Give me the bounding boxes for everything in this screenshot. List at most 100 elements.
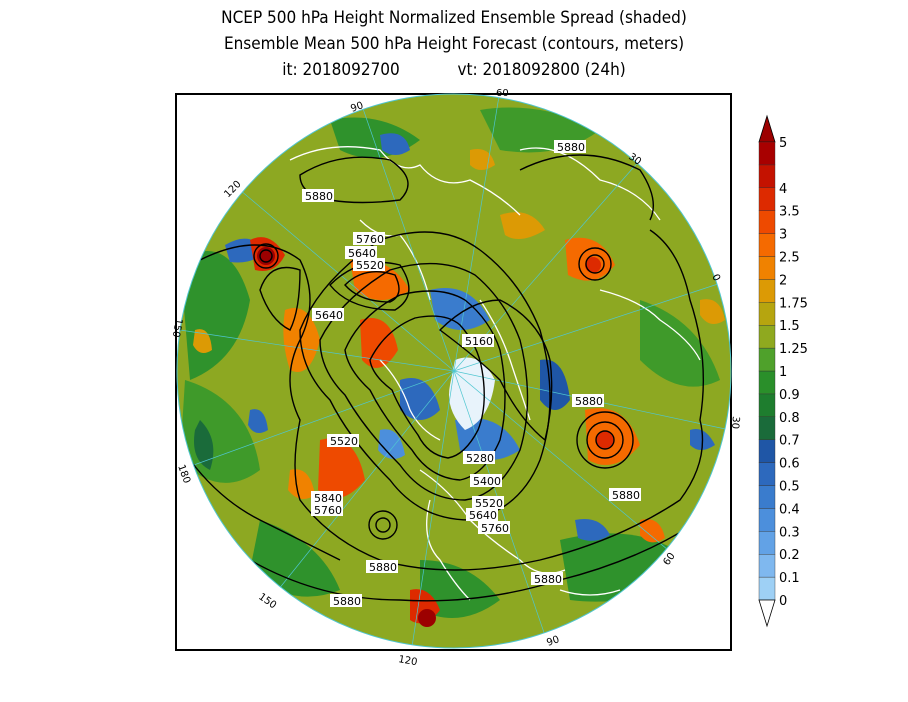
svg-text:5640: 5640 — [469, 509, 497, 522]
colorbar-under-arrow — [758, 599, 776, 628]
colorbar-swatch — [758, 485, 776, 509]
svg-text:5760: 5760 — [481, 522, 509, 535]
contour-label: 5280 — [463, 451, 495, 465]
colorbar-over-arrow — [758, 114, 776, 143]
colorbar-label: 0.6 — [779, 457, 800, 472]
colorbar-swatch — [758, 370, 776, 395]
colorbar-swatch — [758, 439, 776, 463]
lon-label: 30 — [729, 416, 741, 430]
colorbar-swatch — [758, 576, 776, 601]
contour-label: 5760 — [311, 503, 343, 517]
colorbar-swatch — [758, 531, 776, 555]
svg-text:5880: 5880 — [369, 561, 397, 574]
svg-text:5520: 5520 — [356, 259, 384, 272]
contour-label: 5640 — [345, 246, 377, 260]
colorbar-swatch — [758, 416, 776, 440]
colorbar-swatch — [758, 210, 776, 234]
colorbar-label: 1.75 — [779, 296, 808, 311]
colorbar-swatch — [758, 393, 776, 417]
colorbar: 0 0.1 0.2 0.3 0.4 0.5 0.6 0.7 0.8 0.9 1 1.25 1.5 1.75… — [758, 114, 808, 628]
contour-label: 5400 — [470, 474, 502, 488]
colorbar-swatch — [758, 256, 776, 280]
title-line-3: it: 2018092700 vt: 2018092800 (24h) — [0, 60, 908, 80]
svg-text:5880: 5880 — [534, 573, 562, 586]
colorbar-label: 3 — [779, 228, 787, 243]
colorbar-swatch — [758, 554, 776, 578]
colorbar-label: 0.4 — [779, 502, 800, 517]
lon-label: 150 — [256, 591, 278, 611]
colorbar-label: 4 — [779, 182, 787, 197]
contour-label: 5880 — [531, 572, 563, 586]
colorbar-label: 3.5 — [779, 205, 800, 220]
colorbar-swatch — [758, 233, 776, 257]
colorbar-swatch — [758, 325, 776, 349]
lon-label: 60 — [661, 551, 677, 568]
contour-label: 5880 — [330, 594, 362, 608]
contour-label: 5880 — [609, 488, 641, 502]
lon-label: 120 — [397, 654, 418, 668]
lon-label: 90 — [349, 100, 365, 115]
svg-text:5840: 5840 — [314, 492, 342, 505]
contour-label: 5880 — [554, 140, 586, 154]
svg-text:5520: 5520 — [330, 435, 358, 448]
colorbar-label: 2 — [779, 273, 787, 288]
contour-label: 5640 — [312, 308, 344, 322]
contour-label: 5160 — [462, 334, 494, 348]
valid-time: vt: 2018092800 (24h) — [457, 60, 626, 80]
colorbar-label: 0 — [779, 594, 787, 609]
contour-label: 5880 — [366, 560, 398, 574]
contour-label: 5520 — [327, 434, 359, 448]
svg-text:5880: 5880 — [612, 489, 640, 502]
contour-label: 5520 — [472, 496, 504, 510]
coastlines — [289, 146, 701, 601]
svg-text:5280: 5280 — [466, 452, 494, 465]
svg-text:5760: 5760 — [314, 504, 342, 517]
title-line-2: Ensemble Mean 500 hPa Height Forecast (c… — [223, 34, 685, 54]
contour-label: 5640 — [466, 508, 498, 522]
lon-label: 60 — [496, 88, 509, 99]
init-time: it: 2018092700 — [282, 60, 400, 80]
svg-text:5640: 5640 — [348, 247, 376, 260]
colorbar-swatch — [758, 164, 776, 188]
colorbar-swatch — [758, 347, 776, 372]
svg-text:5880: 5880 — [575, 395, 603, 408]
contour-label: 5880 — [572, 394, 604, 408]
colorbar-label: 0.1 — [779, 571, 800, 586]
colorbar-swatch — [758, 302, 776, 326]
colorbar-label: 2.5 — [779, 251, 800, 266]
colorbar-label: 1.25 — [779, 342, 808, 357]
colorbar-label: 0.8 — [779, 411, 800, 426]
svg-text:5880: 5880 — [557, 141, 585, 154]
lon-label: 180 — [175, 463, 192, 485]
colorbar-label: 0.3 — [779, 525, 800, 540]
contour-label: 5760 — [478, 521, 510, 535]
colorbar-label: 0.2 — [779, 548, 800, 563]
colorbar-swatch — [758, 141, 776, 166]
lon-label: 150 — [170, 317, 184, 338]
title-line-1: NCEP 500 hPa Height Normalized Ensemble … — [221, 8, 687, 28]
colorbar-label: 0.7 — [779, 434, 800, 449]
svg-text:5520: 5520 — [475, 497, 503, 510]
contour-label: 5520 — [353, 258, 385, 272]
colorbar-swatch — [758, 279, 776, 303]
svg-text:5640: 5640 — [315, 309, 343, 322]
svg-text:5880: 5880 — [305, 190, 333, 203]
contour-label: 5880 — [302, 189, 334, 203]
contour-label: 5840 — [311, 491, 343, 505]
globe-outline — [176, 93, 732, 649]
svg-text:5400: 5400 — [473, 475, 501, 488]
colorbar-swatch — [758, 187, 776, 211]
svg-text:5160: 5160 — [465, 335, 493, 348]
lon-label: 0 — [709, 273, 722, 283]
colorbar-label: 1 — [779, 365, 787, 380]
colorbar-label: 1.5 — [779, 319, 800, 334]
colorbar-label: 0.5 — [779, 480, 800, 495]
svg-text:5880: 5880 — [333, 595, 361, 608]
colorbar-label: 0.9 — [779, 388, 800, 403]
contour-label: 5760 — [353, 232, 385, 246]
colorbar-swatch — [758, 508, 776, 532]
colorbar-swatch — [758, 462, 776, 486]
contour-labels: 5880 5880 5760 5640 5520 5640 5160 5880 … — [302, 140, 641, 608]
lon-label: 90 — [545, 634, 561, 649]
